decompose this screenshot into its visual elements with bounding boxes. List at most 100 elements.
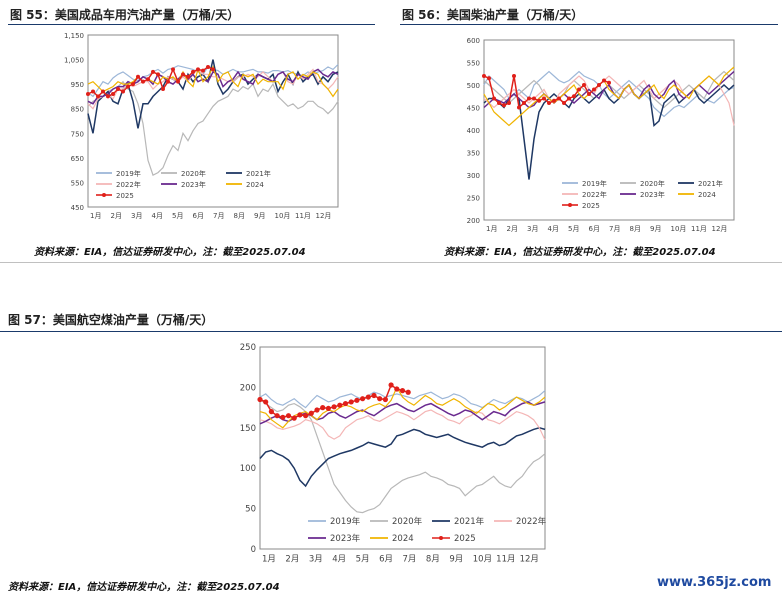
series-point-2025	[161, 87, 165, 92]
legend-label: 2022年	[516, 516, 547, 527]
x-tick-label: 10月	[275, 212, 291, 220]
figure-55-title: 图 55：美国成品车用汽油产量（万桶/天）	[10, 8, 240, 22]
series-point-2025	[394, 386, 400, 392]
y-tick-label: 1,050	[64, 57, 84, 65]
series-line-2023年	[483, 70, 735, 109]
series-point-2025	[291, 415, 297, 421]
x-tick-label: 12月	[712, 225, 728, 233]
legend-label: 2024	[698, 191, 716, 199]
series-point-2025	[274, 413, 280, 419]
series-point-2025	[325, 405, 331, 412]
y-tick-label: 750	[71, 130, 84, 138]
y-tick-label: 850	[71, 106, 84, 114]
x-tick-label: 7月	[403, 555, 417, 565]
series-point-2025	[314, 407, 320, 413]
x-tick-label: 1月	[486, 225, 497, 233]
series-point-2025	[522, 101, 526, 105]
series-point-2025	[371, 392, 377, 399]
y-tick-label: 250	[467, 195, 480, 203]
x-tick-label: 4月	[548, 225, 559, 233]
y-tick-label: 500	[467, 82, 480, 90]
series-point-2025	[582, 83, 586, 87]
y-tick-label: 300	[467, 172, 480, 180]
legend-label: 2025	[116, 192, 134, 200]
x-tick-label: 8月	[234, 212, 245, 220]
figure-57-title-rule	[0, 331, 782, 332]
series-point-2025	[487, 76, 491, 81]
legend-label: 2022年	[116, 180, 141, 189]
series-point-2025	[587, 92, 591, 96]
series-point-2025	[111, 91, 115, 96]
y-tick-label: 200	[467, 217, 480, 225]
series-point-2025	[131, 82, 135, 87]
x-tick-label: 3月	[527, 225, 538, 233]
legend-label: 2020年	[640, 179, 665, 188]
series-point-2025	[141, 79, 145, 84]
series-line-2024	[259, 386, 546, 429]
series-point-2025	[542, 96, 546, 101]
series-point-2025	[106, 94, 110, 99]
series-point-2025	[303, 413, 309, 419]
legend-label: 2025	[582, 202, 600, 210]
legend-label: 2024	[392, 534, 414, 544]
figure-55-source: 资料来源：EIA，信达证券研发中心，注：截至2025.07.04	[34, 247, 306, 258]
series-point-2025	[405, 389, 411, 395]
x-tick-label: 12月	[316, 212, 332, 220]
series-point-2025	[176, 79, 180, 84]
legend-label: 2023年	[330, 533, 361, 544]
series-point-2025	[512, 74, 516, 78]
series-point-2025	[552, 98, 556, 103]
legend-marker-dot	[439, 536, 443, 540]
legend-label: 2023年	[181, 180, 206, 189]
series-point-2025	[562, 101, 566, 105]
legend-label: 2019年	[330, 516, 361, 527]
series-point-2025	[592, 87, 596, 92]
series-point-2025	[121, 89, 125, 94]
series-line-2022年	[259, 409, 546, 441]
x-tick-label: 5月	[356, 555, 370, 565]
legend-label: 2025	[454, 534, 476, 544]
series-point-2025	[577, 87, 581, 92]
y-tick-label: 1,150	[64, 32, 84, 40]
legend-label: 2023年	[640, 190, 665, 199]
series-line-2019年	[259, 390, 546, 409]
x-tick-label: 8月	[426, 555, 440, 565]
series-point-2025	[537, 98, 541, 103]
legend-label: 2020年	[392, 516, 423, 527]
x-tick-label: 10月	[473, 555, 492, 565]
y-tick-label: 400	[467, 127, 480, 135]
x-tick-label: 4月	[332, 555, 346, 565]
x-tick-label: 5月	[568, 225, 579, 233]
series-line-2024	[483, 66, 735, 127]
legend-marker-dot	[102, 193, 106, 197]
y-tick-label: 550	[71, 179, 84, 187]
x-tick-label: 5月	[172, 212, 183, 220]
y-tick-label: 550	[467, 60, 480, 68]
series-point-2025	[280, 414, 286, 420]
x-tick-label: 7月	[213, 212, 224, 220]
chart-3: 0 50 100 150 200 250 1月 2月 3月 4月 5月 6月 7月 8月 9月 10月 11月 1…	[240, 343, 547, 565]
figure-57-title: 图 57：美国航空煤油产量（万桶/天）	[8, 313, 214, 327]
x-tick-label: 12月	[520, 555, 539, 565]
watermark: www.365jz.com	[657, 575, 772, 590]
series-point-2025	[320, 405, 326, 411]
chart-1: 450 550 650 750 850 950 1,050 1,150 1月 2月 3月 4月 5月 6月…	[64, 32, 339, 220]
y-tick-label: 0	[251, 545, 256, 555]
series-point-2025	[517, 105, 521, 110]
series-point-2025	[527, 96, 531, 101]
series-point-2025	[567, 96, 571, 101]
top-section-divider	[0, 262, 782, 263]
series-line-2024	[87, 65, 339, 98]
series-point-2025	[257, 396, 263, 403]
series-point-2025	[171, 67, 175, 72]
x-tick-label: 7月	[609, 225, 620, 233]
figure-56-source: 资料来源：EIA，信达证券研发中心，注：截至2025.07.04	[444, 247, 716, 258]
y-tick-label: 200	[240, 383, 256, 393]
legend-label: 2021年	[246, 169, 271, 178]
plot-area	[259, 346, 546, 550]
x-tick-label: 2月	[111, 212, 122, 220]
series-point-2025	[146, 77, 150, 82]
series-line-2021年	[259, 427, 546, 488]
series-point-2025	[492, 96, 496, 101]
